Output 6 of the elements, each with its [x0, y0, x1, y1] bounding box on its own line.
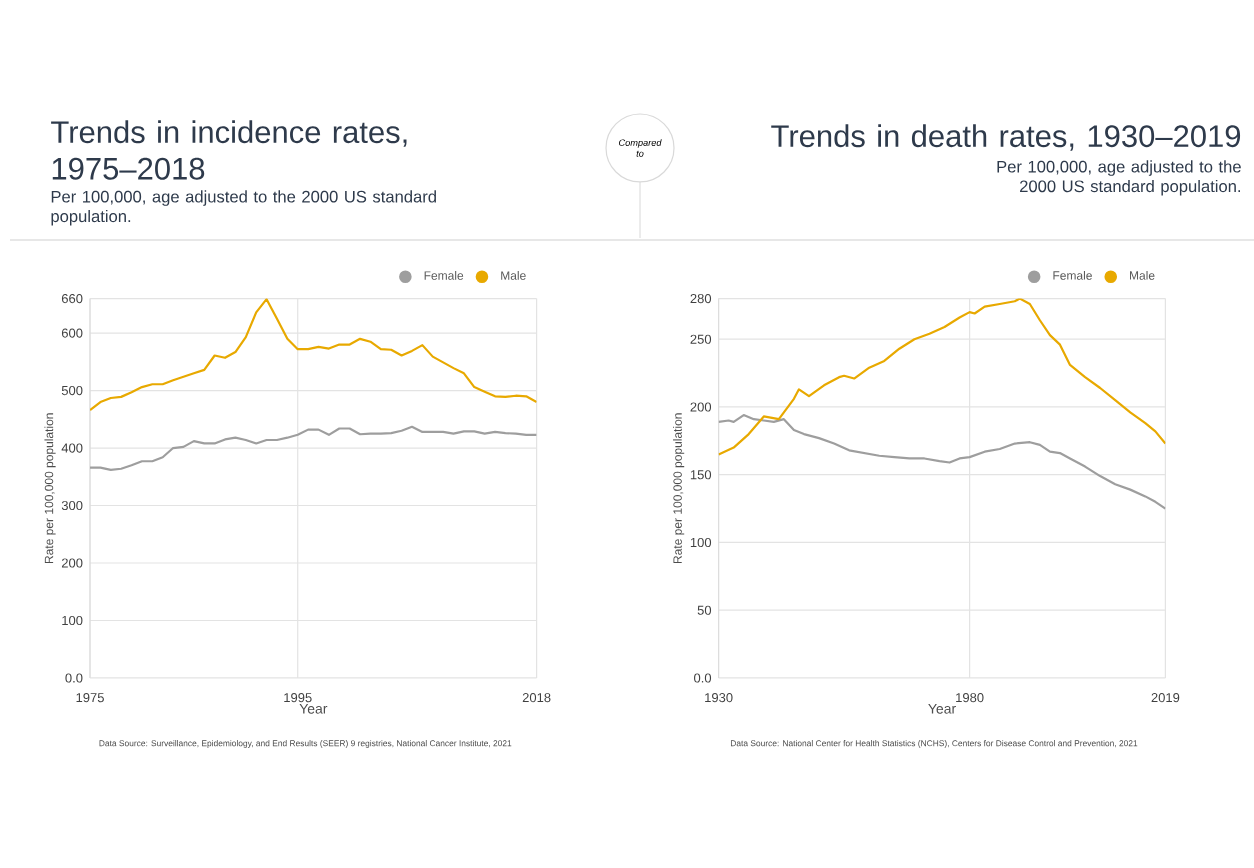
line-series [718, 298, 1166, 456]
line-series [90, 298, 537, 412]
chart-title: Trends in incidence rates, 1975–2018 [51, 120, 407, 180]
chart-title: Trends in death rates, 1930–2019 [771, 124, 1241, 151]
chart-subtitle: Per 100,000, age adjusted to the 2000 US standard population. [51, 190, 436, 226]
chart-subtitle: Per 100,000, age adjusted to the 2000 US standard population. [997, 160, 1241, 196]
